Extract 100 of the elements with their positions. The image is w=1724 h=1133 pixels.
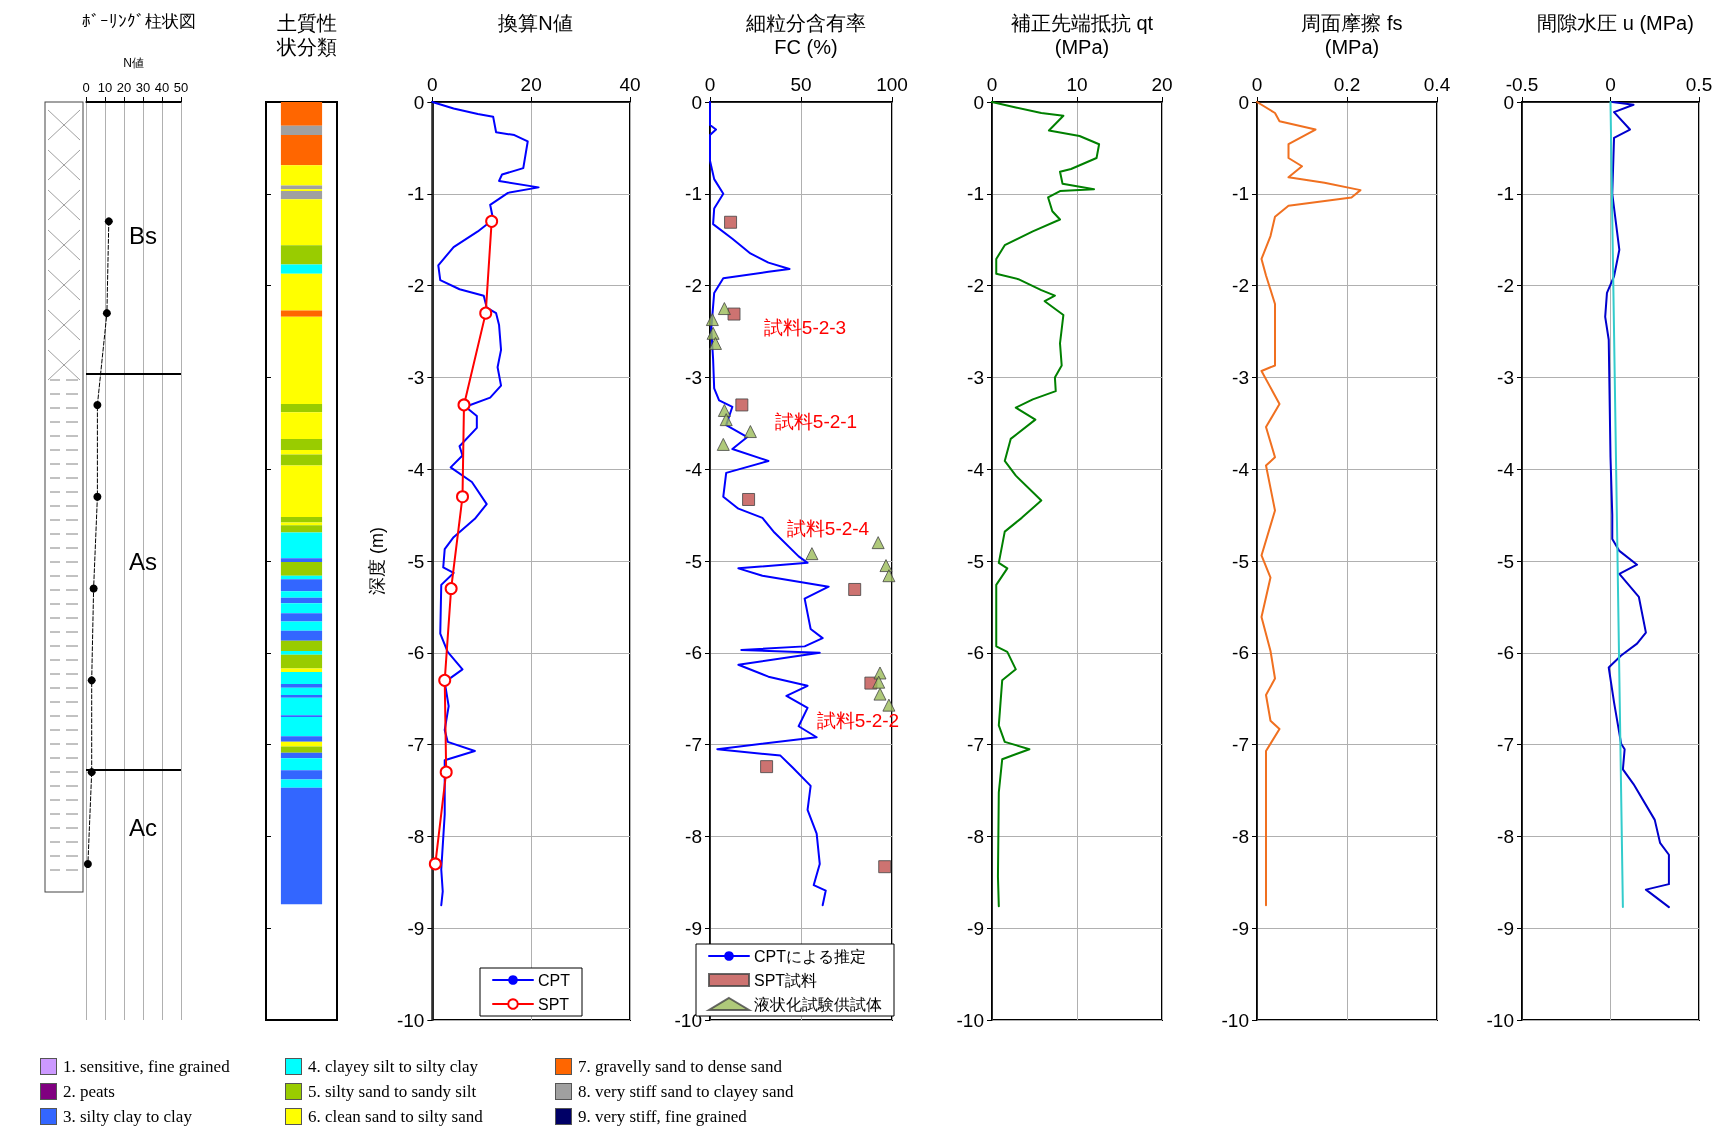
point [742,492,756,506]
x-tick-label: 0 [427,74,438,95]
bar [280,758,323,771]
y-tick-label: -1 [1232,183,1249,205]
point [743,425,757,439]
bar [280,199,323,246]
y-tick-label: -9 [967,917,984,939]
y-tick-label: -4 [1232,458,1250,480]
bar [280,532,323,559]
line-series [1604,101,1670,909]
x-tick-label: 30 [135,80,151,95]
category-label: 4. clayey silt to silty clay [308,1056,478,1077]
y-tick-label: -10 [1486,1009,1514,1031]
chart-subtitle: (MPa) [1324,36,1380,58]
category-label: 1. sensitive, fine grained [63,1056,230,1077]
y-tick-label: -8 [407,825,425,847]
x-tick-label: 50 [173,80,189,95]
line-series [1256,101,1362,907]
point [719,413,733,427]
y-tick-label: -4 [685,458,703,480]
bar [280,522,323,526]
category-label: 6. clean sand to silty sand [308,1106,483,1127]
point [878,860,892,874]
bar [280,245,323,265]
chart-subtitle: FC (%) [774,36,838,58]
point [89,584,98,593]
annotation: Bs [128,221,158,249]
x-tick-label: 0 [986,74,998,95]
y-tick-label: -8 [1497,825,1514,847]
bar [280,695,323,698]
legend-label: SPT試料 [754,971,818,989]
point [760,760,774,774]
bar [280,650,323,655]
bar [280,697,323,716]
point [104,217,113,226]
annotation: Ac [128,813,158,841]
x-tick-label: 0 [1605,74,1616,95]
y-tick-label: -2 [1232,275,1249,297]
point [805,547,819,561]
point [735,398,749,412]
point [428,857,442,871]
point [727,307,741,321]
bar [280,264,323,274]
legend-label: CPT [538,971,571,989]
chart-title: 細粒分含有率 [745,12,866,34]
annotation: 試料5-2-4 [786,517,870,539]
x-tick-label: -0.5 [1505,74,1539,95]
bar [280,404,323,413]
chart-title: 換算N値 [498,12,573,34]
bar [280,736,323,742]
x-tick-label: 20 [1151,74,1173,95]
point [479,306,493,320]
point [871,536,885,550]
bar [280,613,323,622]
point [438,673,452,687]
y-tick-label: -6 [685,642,702,664]
annotation: 試料5-2-1 [774,410,858,432]
y-tick-label: -9 [1232,917,1249,939]
point [444,582,458,596]
bar [280,770,323,780]
y-tick-label: -5 [407,550,425,572]
x-tick-label: 0.5 [1685,74,1713,95]
point [716,437,730,451]
x-tick-label: 40 [619,74,641,95]
y-axis-title: 深度 (m) [367,527,387,595]
y-tick-label: -7 [685,734,702,756]
point [705,313,719,327]
line-series [991,101,1101,908]
y-tick-label: -6 [407,642,425,664]
y-tick-label: -3 [967,366,984,388]
y-tick-label: -3 [407,366,425,388]
bar [280,125,323,136]
y-tick-label: -4 [1497,458,1515,480]
point [717,403,731,417]
bar [280,640,323,651]
y-tick-label: -3 [685,366,702,388]
bar [280,561,323,576]
point [102,309,111,318]
point [456,490,469,504]
bar [280,746,323,753]
annotation: As [128,547,158,575]
bar [280,438,323,450]
y-tick-label: -6 [1232,642,1249,664]
point [457,398,471,412]
y-tick-label: -8 [685,825,702,847]
bar [280,165,323,186]
y-tick-label: -10 [396,1009,425,1031]
y-tick-label: -1 [967,183,984,205]
legend-label: 液状化試験供試体 [754,995,882,1013]
x-tick-label: 50 [790,74,812,95]
bar [280,591,323,598]
y-tick-label: -1 [685,183,702,205]
point [724,215,738,229]
y-tick-label: -4 [407,458,425,480]
y-tick-label: -9 [1497,917,1514,939]
y-tick-label: -10 [1221,1009,1249,1031]
bar [280,787,323,905]
x-tick-label: 0.4 [1423,74,1451,95]
y-tick-label: -1 [407,183,425,205]
bar [280,752,323,759]
